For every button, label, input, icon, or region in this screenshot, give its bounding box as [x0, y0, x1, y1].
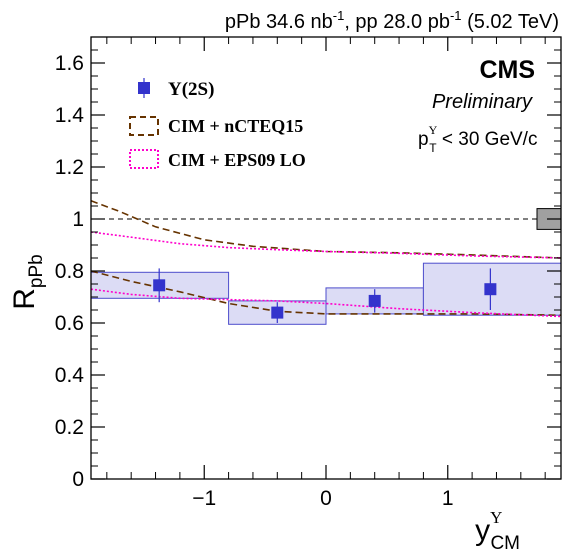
y-tick-label-7: 1.4 [55, 104, 85, 127]
x-axis-title-sup: Υ [490, 508, 502, 527]
y-axis-title: RpPb [8, 254, 47, 309]
x-axis-title-main: y [475, 514, 490, 547]
x-axis-title-sub: CM [490, 533, 520, 554]
legend-label-ncteq15: CIM + nCTEQ15 [168, 116, 303, 136]
y-tick-label-0: 0 [72, 468, 84, 491]
cut-label: pΥ T < 30 GeV/c [418, 123, 537, 155]
legend-dotted-box [129, 149, 159, 169]
axes: 0 0.2 0.4 0.6 0.8 1 1.2 1.4 1.6 −1 0 1 [55, 36, 562, 510]
top-label-sup1: -1 [333, 8, 345, 23]
x-tick-label-2: 1 [442, 487, 454, 510]
cut-label-sup: Υ [429, 123, 438, 137]
y-axis-title-sub: pPb [26, 254, 47, 288]
top-label: pPb 34.6 nb-1, pp 28.0 pb-1 (5.02 TeV) [225, 8, 559, 33]
legend-label-upsilon2s: Υ(2S) [168, 79, 214, 100]
data-point-1 [271, 306, 284, 319]
top-label-part2: , pp 28.0 pb [344, 11, 450, 33]
legend-square-marker [138, 82, 150, 94]
x-axis-title: yΥ CM [475, 508, 520, 554]
x-tick-label-1: 0 [320, 487, 332, 510]
data-point-3 [484, 283, 497, 296]
legend-dashed-box [129, 116, 159, 136]
cut-label-p: p [418, 129, 429, 150]
data-point-2 [368, 294, 381, 307]
top-label-part3: (5.02 TeV) [462, 11, 559, 33]
top-label-part1: pPb 34.6 nb [225, 11, 333, 33]
legend: Υ(2S) CIM + nCTEQ15 CIM + EPS09 LO [129, 78, 306, 170]
model-1-lower-curve [90, 288, 562, 318]
experiment-label: CMS [479, 56, 535, 84]
x-tick-label-0: −1 [192, 487, 216, 510]
model-0-upper-curve [90, 200, 562, 259]
y-tick-label-4: 0.8 [55, 260, 84, 283]
status-label: Preliminary [432, 91, 533, 113]
y-tick-label-2: 0.4 [55, 364, 85, 387]
legend-label-eps09: CIM + EPS09 LO [168, 150, 306, 170]
y-tick-label-8: 1.6 [55, 52, 84, 75]
y-tick-label-6: 1.2 [55, 156, 84, 179]
cut-label-rest: < 30 GeV/c [437, 129, 538, 150]
y-axis-title-main: R [8, 288, 41, 310]
model-1-upper-curve [90, 231, 562, 259]
y-tick-label-1: 0.2 [55, 416, 84, 439]
data-point-0 [153, 279, 166, 292]
y-tick-label-3: 0.6 [55, 312, 84, 335]
cut-label-sub: T [429, 141, 437, 155]
data-points [153, 268, 497, 323]
top-label-sup2: -1 [450, 8, 462, 23]
y-tick-label-5: 1 [72, 208, 84, 231]
